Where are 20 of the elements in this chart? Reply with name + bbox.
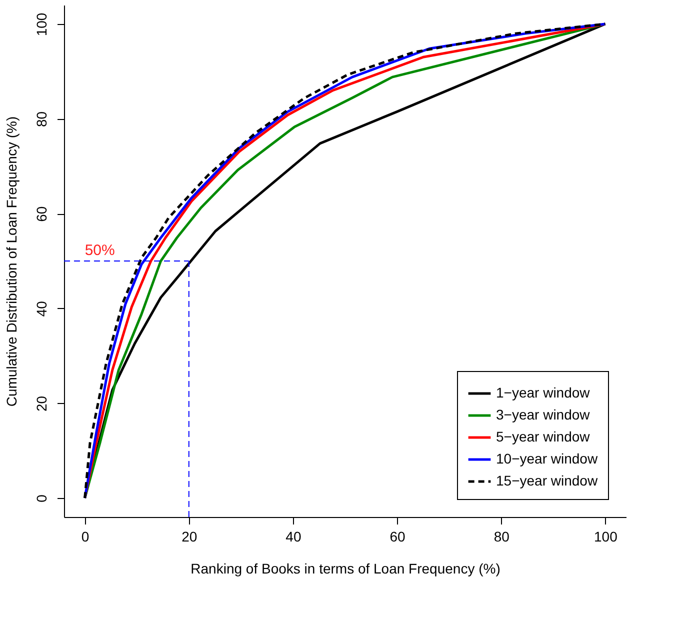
x-axis-title: Ranking of Books in terms of Loan Frequency (%) — [190, 560, 500, 576]
legend-label: 5−year window — [496, 428, 591, 444]
x-tick-label: 20 — [182, 528, 198, 544]
y-axis-title: Cumulative Distribution of Loan Frequency (%) — [4, 116, 20, 407]
y-tick-label: 0 — [34, 494, 50, 502]
x-tick-label: 40 — [286, 528, 302, 544]
y-tick-label: 20 — [34, 396, 50, 412]
y-tick-label: 100 — [34, 12, 50, 36]
legend-label: 3−year window — [496, 406, 591, 422]
y-tick-label: 80 — [34, 111, 50, 128]
annotation: 50% — [84, 242, 115, 259]
legend-label: 1−year window — [496, 384, 591, 400]
legend-label: 15−year window — [496, 472, 598, 488]
legend-label: 10−year window — [496, 450, 598, 466]
y-tick-label: 40 — [34, 300, 50, 317]
x-tick-label: 0 — [81, 528, 90, 544]
x-tick-label: 60 — [390, 528, 406, 544]
y-tick-label: 60 — [34, 206, 50, 222]
x-tick-label: 100 — [594, 528, 618, 544]
x-tick-label: 80 — [494, 528, 510, 544]
